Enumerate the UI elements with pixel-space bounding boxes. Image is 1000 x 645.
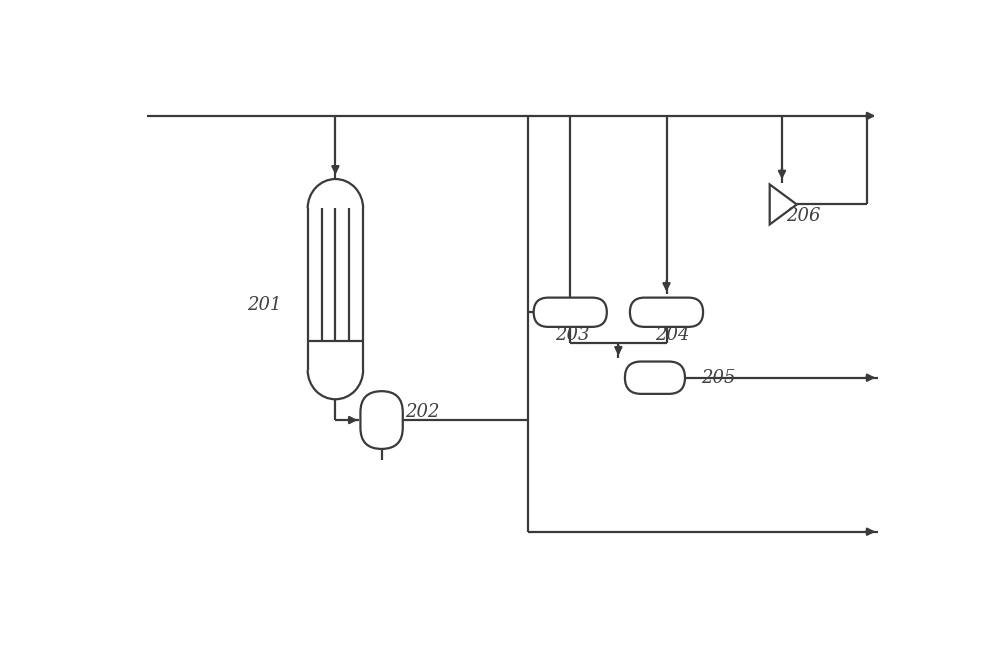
FancyBboxPatch shape: [625, 362, 685, 394]
Text: 204: 204: [655, 326, 689, 344]
Text: 203: 203: [555, 326, 589, 344]
FancyBboxPatch shape: [360, 391, 403, 449]
FancyBboxPatch shape: [534, 297, 607, 327]
Text: 205: 205: [701, 369, 736, 387]
Text: 201: 201: [247, 295, 281, 313]
Text: 202: 202: [405, 403, 439, 421]
Text: 206: 206: [786, 207, 820, 225]
FancyBboxPatch shape: [630, 297, 703, 327]
